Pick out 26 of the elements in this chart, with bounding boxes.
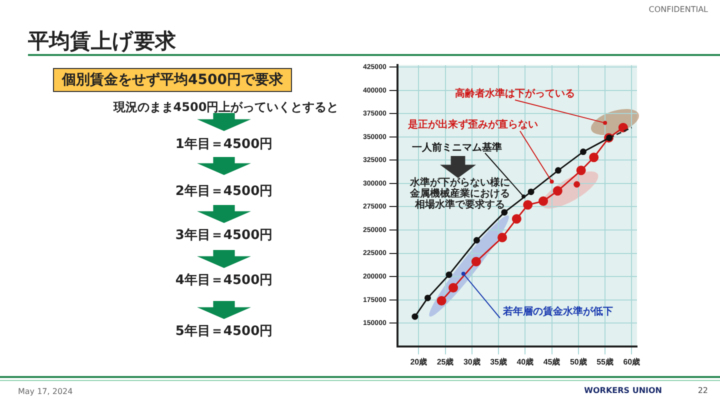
text: 4年目＝4500円 <box>175 272 273 289</box>
text: May 17, 2024 <box>18 387 73 396</box>
annotation: 是正が出来ず歪みが直らない <box>407 118 538 131</box>
x-tick-label: 20歳 <box>410 357 428 366</box>
x-tick-label: 50歳 <box>570 357 587 366</box>
annotation: 高齢者水準は下がっている <box>455 88 575 100</box>
annotation: 一人前ミニマム基準 <box>412 142 502 154</box>
annotation: 若年層の賃金水準が低下 <box>502 306 613 318</box>
text: 3年目＝4500円 <box>175 227 273 244</box>
text: WORKERS UNION <box>584 386 662 395</box>
text: 個別賃金をせず平均4500円で要求 <box>53 68 292 92</box>
text: 2年目＝4500円 <box>175 183 273 200</box>
text: 22 <box>698 386 708 395</box>
x-tick-label: 30歳 <box>463 357 480 366</box>
text: 5年目＝4500円 <box>175 323 273 340</box>
x-tick-label: 55歳 <box>596 357 614 366</box>
x-tick-label: 35歳 <box>490 357 507 366</box>
text: 現況のまま4500円上がっていくとすると <box>113 99 339 116</box>
annotation: 水準が下がらない様に金属機械産業における相場水準で要求する <box>409 176 510 211</box>
text: 平均賃上げ要求 <box>28 28 176 55</box>
text: 1年目＝4500円 <box>175 136 273 153</box>
x-tick-label: 40歳 <box>516 357 534 366</box>
x-tick-label: 60歳 <box>623 357 640 366</box>
text: CONFIDENTIAL <box>648 5 708 14</box>
x-tick-label: 25歳 <box>436 357 454 366</box>
x-tick-label: 45歳 <box>543 357 560 366</box>
